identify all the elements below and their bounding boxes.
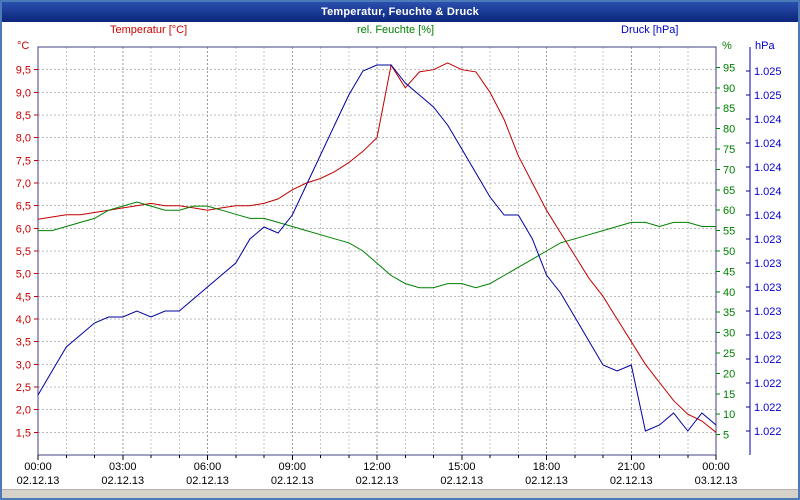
x-date-label: 02.12.13 bbox=[356, 475, 399, 487]
x-time-label: 12:00 bbox=[363, 461, 391, 473]
pressure-tick-label: 1.024 bbox=[754, 114, 782, 126]
temperature-series-line bbox=[37, 62, 717, 433]
humidity-axis-title: rel. Feuchte [%] bbox=[357, 24, 435, 36]
x-date-label: 02.12.13 bbox=[440, 475, 483, 487]
humidity-tick-label: 85 bbox=[723, 103, 735, 115]
temperature-tick-label: 5,0 bbox=[16, 269, 31, 281]
x-date-label: 02.12.13 bbox=[17, 475, 60, 487]
pressure-axis-unit: hPa bbox=[755, 40, 775, 52]
pressure-tick-label: 1.022 bbox=[754, 378, 782, 390]
pressure-tick-label: 1.025 bbox=[754, 90, 782, 102]
humidity-tick-label: 70 bbox=[723, 164, 735, 176]
x-date-label: 02.12.13 bbox=[525, 475, 568, 487]
x-time-label: 18:00 bbox=[533, 461, 561, 473]
humidity-tick-label: 55 bbox=[723, 226, 735, 238]
humidity-tick-label: 75 bbox=[723, 144, 735, 156]
humidity-axis-unit: % bbox=[722, 40, 732, 52]
window-title: Temperatur, Feuchte & Druck bbox=[320, 6, 479, 18]
humidity-tick-label: 60 bbox=[723, 205, 735, 217]
temperature-tick-label: 4,0 bbox=[16, 314, 31, 326]
pressure-series-line bbox=[37, 64, 717, 432]
humidity-tick-label: 10 bbox=[723, 409, 735, 421]
temperature-tick-label: 6,0 bbox=[16, 223, 31, 235]
temperature-tick-label: 8,0 bbox=[16, 133, 31, 145]
pressure-tick-label: 1.022 bbox=[754, 402, 782, 414]
x-date-label: 03.12.13 bbox=[695, 475, 738, 487]
x-time-label: 21:00 bbox=[617, 461, 645, 473]
temperature-tick-label: 2,5 bbox=[16, 382, 31, 394]
humidity-series-line bbox=[38, 201, 716, 289]
pressure-tick-label: 1.023 bbox=[754, 330, 782, 342]
temperature-axis-unit: °C bbox=[17, 40, 30, 52]
chart-area: 9,5 9,0 8,5 8,0 7,5 7,0 6,5 6,0 5,5 5,0 4,5 4,0 3,5 3… bbox=[2, 22, 798, 489]
pressure-tick-label: 1.024 bbox=[754, 162, 782, 174]
temperature-tick-label: 8,5 bbox=[16, 110, 31, 122]
humidity-tick-label: 20 bbox=[723, 368, 735, 380]
chart-plot: 9,5 9,0 8,5 8,0 7,5 7,0 6,5 6,0 5,5 5,0 4,5 4,0 3,5 3… bbox=[16, 46, 782, 487]
temperature-axis-title: Temperatur [°C] bbox=[110, 24, 188, 36]
pressure-tick-label: 1.024 bbox=[754, 210, 782, 222]
temperature-tick-label: 5,5 bbox=[16, 246, 31, 258]
x-date-label: 02.12.13 bbox=[610, 475, 653, 487]
x-date-label: 02.12.13 bbox=[101, 475, 144, 487]
temperature-tick-label: 9,0 bbox=[16, 87, 31, 99]
humidity-tick-label: 90 bbox=[723, 83, 735, 95]
x-date-label: 02.12.13 bbox=[186, 475, 229, 487]
horizontal-scrollbar[interactable] bbox=[2, 489, 798, 498]
x-time-label: 03:00 bbox=[109, 461, 137, 473]
pressure-tick-label: 1.025 bbox=[754, 66, 782, 78]
humidity-tick-label: 5 bbox=[723, 430, 729, 442]
temperature-tick-label: 9,5 bbox=[16, 65, 31, 77]
humidity-tick-label: 15 bbox=[723, 389, 735, 401]
pressure-tick-label: 1.024 bbox=[754, 186, 782, 198]
pressure-tick-label: 1.022 bbox=[754, 426, 782, 438]
humidity-tick-label: 95 bbox=[723, 62, 735, 74]
pressure-tick-label: 1.022 bbox=[754, 354, 782, 366]
temperature-tick-label: 7,5 bbox=[16, 155, 31, 167]
pressure-tick-label: 1.024 bbox=[754, 138, 782, 150]
x-time-label: 00:00 bbox=[702, 461, 730, 473]
x-time-label: 15:00 bbox=[448, 461, 476, 473]
temperature-tick-label: 1,5 bbox=[16, 427, 31, 439]
x-date-label: 02.12.13 bbox=[271, 475, 314, 487]
humidity-tick-label: 65 bbox=[723, 185, 735, 197]
humidity-tick-label: 80 bbox=[723, 124, 735, 136]
temperature-tick-label: 6,5 bbox=[16, 201, 31, 213]
pressure-tick-label: 1.023 bbox=[754, 234, 782, 246]
x-time-label: 09:00 bbox=[278, 461, 306, 473]
temperature-tick-label: 3,0 bbox=[16, 359, 31, 371]
humidity-tick-label: 45 bbox=[723, 266, 735, 278]
x-time-label: 00:00 bbox=[24, 461, 52, 473]
pressure-tick-label: 1.023 bbox=[754, 258, 782, 270]
temperature-tick-label: 4,5 bbox=[16, 291, 31, 303]
temperature-tick-label: 2,0 bbox=[16, 405, 31, 417]
temperature-tick-label: 7,0 bbox=[16, 178, 31, 190]
temperature-tick-label: 3,5 bbox=[16, 337, 31, 349]
pressure-tick-label: 1.023 bbox=[754, 306, 782, 318]
humidity-tick-label: 40 bbox=[723, 287, 735, 299]
window-titlebar: Temperatur, Feuchte & Druck bbox=[2, 2, 798, 22]
humidity-tick-label: 35 bbox=[723, 307, 735, 319]
humidity-tick-label: 50 bbox=[723, 246, 735, 258]
pressure-tick-label: 1.023 bbox=[754, 282, 782, 294]
pressure-axis-title: Druck [hPa] bbox=[621, 24, 679, 36]
humidity-tick-label: 25 bbox=[723, 348, 735, 360]
x-time-label: 06:00 bbox=[194, 461, 222, 473]
humidity-tick-label: 30 bbox=[723, 328, 735, 340]
